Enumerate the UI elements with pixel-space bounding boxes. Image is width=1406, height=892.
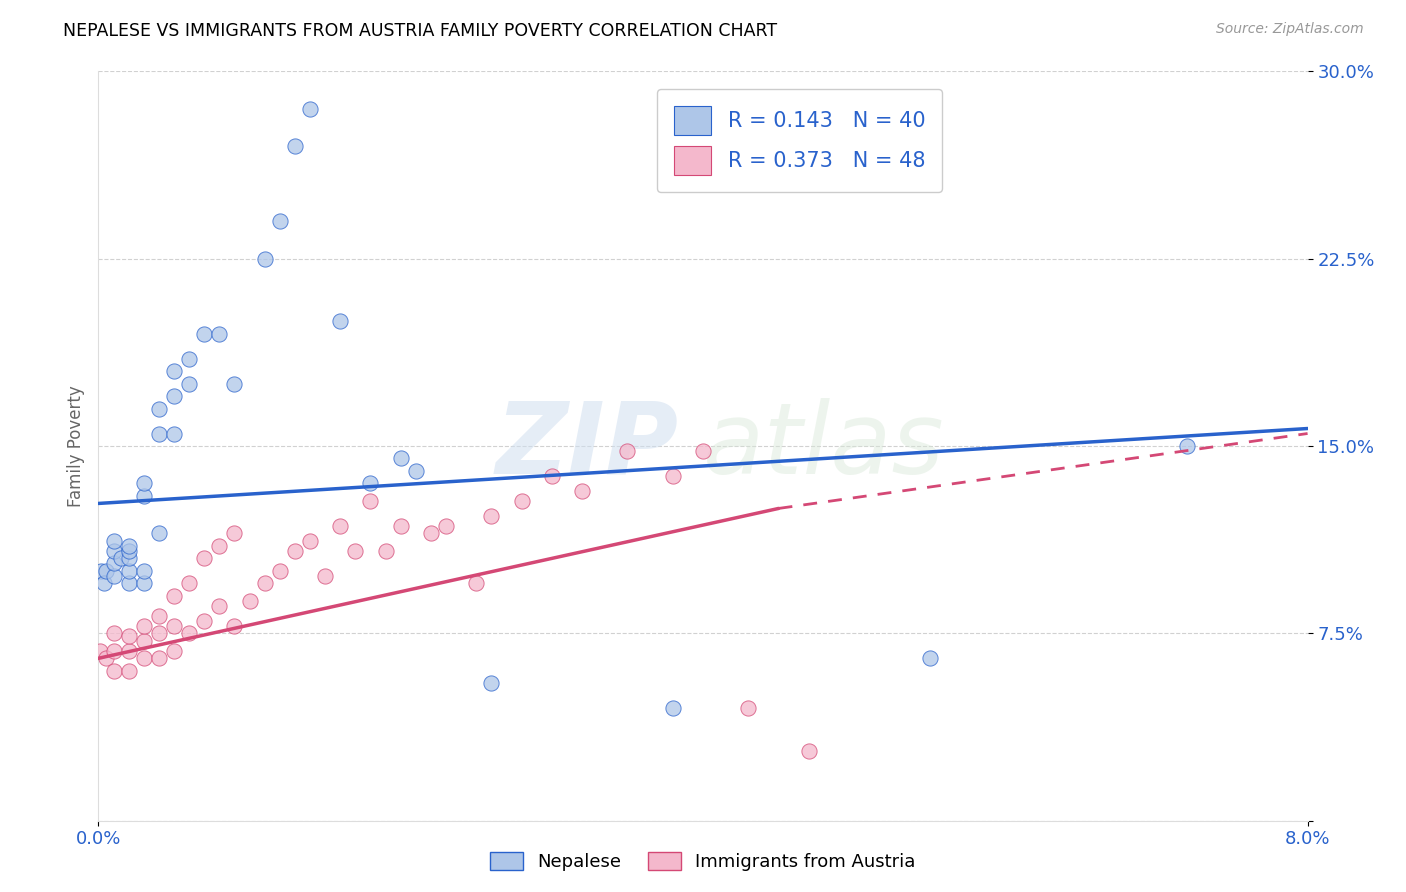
Point: [103, 664, 125, 678]
Point: [179, 626, 201, 640]
Point: [163, 644, 186, 658]
Point: [93, 576, 115, 591]
Point: [118, 544, 141, 558]
Point: [269, 214, 291, 228]
Point: [434, 519, 457, 533]
Point: [103, 544, 125, 558]
Point: [269, 564, 291, 578]
Point: [179, 351, 201, 366]
Point: [118, 576, 141, 591]
Point: [132, 489, 155, 503]
Point: [360, 494, 382, 508]
Point: [89, 644, 111, 658]
Legend: R = 0.143   N = 40, R = 0.373   N = 48: R = 0.143 N = 40, R = 0.373 N = 48: [657, 89, 942, 192]
Point: [163, 589, 186, 603]
Point: [389, 451, 412, 466]
Point: [103, 569, 125, 583]
Point: [148, 401, 170, 416]
Point: [103, 533, 125, 548]
Point: [389, 519, 412, 533]
Point: [571, 483, 593, 498]
Point: [118, 564, 141, 578]
Point: [224, 526, 246, 541]
Point: [179, 376, 201, 391]
Point: [616, 444, 638, 458]
Point: [90, 564, 112, 578]
Point: [314, 569, 336, 583]
Point: [540, 469, 562, 483]
Point: [661, 469, 683, 483]
Point: [344, 544, 367, 558]
Point: [94, 564, 117, 578]
Point: [208, 599, 231, 613]
Point: [118, 644, 141, 658]
Point: [148, 651, 170, 665]
Point: [510, 494, 533, 508]
Point: [94, 651, 117, 665]
Point: [737, 701, 759, 715]
Point: [329, 519, 352, 533]
Point: [284, 544, 307, 558]
Point: [103, 626, 125, 640]
Point: [132, 633, 155, 648]
Point: [420, 526, 443, 541]
Point: [132, 476, 155, 491]
Point: [103, 557, 125, 571]
Point: [193, 614, 215, 628]
Text: Source: ZipAtlas.com: Source: ZipAtlas.com: [1216, 22, 1364, 37]
Point: [374, 544, 396, 558]
Point: [797, 744, 820, 758]
Point: [481, 676, 503, 690]
Point: [299, 102, 322, 116]
Text: atlas: atlas: [703, 398, 945, 494]
Point: [163, 619, 186, 633]
Legend: Nepalese, Immigrants from Austria: Nepalese, Immigrants from Austria: [484, 845, 922, 879]
Point: [284, 139, 307, 153]
Point: [329, 314, 352, 328]
Point: [148, 608, 170, 623]
Point: [253, 252, 276, 266]
Point: [118, 539, 141, 553]
Point: [360, 476, 382, 491]
Point: [132, 651, 155, 665]
Point: [208, 326, 231, 341]
Point: [1175, 439, 1198, 453]
Point: [299, 533, 322, 548]
Point: [148, 626, 170, 640]
Point: [118, 629, 141, 643]
Point: [118, 551, 141, 566]
Point: [193, 551, 215, 566]
Point: [148, 426, 170, 441]
Point: [193, 326, 215, 341]
Point: [253, 576, 276, 591]
Point: [224, 376, 246, 391]
Point: [163, 426, 186, 441]
Point: [103, 644, 125, 658]
Point: [918, 651, 941, 665]
Point: [481, 508, 503, 523]
Point: [208, 539, 231, 553]
Point: [110, 551, 132, 566]
Point: [465, 576, 488, 591]
Point: [163, 389, 186, 403]
Text: NEPALESE VS IMMIGRANTS FROM AUSTRIA FAMILY POVERTY CORRELATION CHART: NEPALESE VS IMMIGRANTS FROM AUSTRIA FAMI…: [63, 22, 778, 40]
Y-axis label: Family Poverty: Family Poverty: [66, 385, 84, 507]
Point: [692, 444, 714, 458]
Text: ZIP: ZIP: [496, 398, 679, 494]
Point: [132, 576, 155, 591]
Point: [224, 619, 246, 633]
Point: [405, 464, 427, 478]
Point: [148, 526, 170, 541]
Point: [239, 594, 262, 608]
Point: [661, 701, 683, 715]
Point: [132, 564, 155, 578]
Point: [118, 664, 141, 678]
Point: [179, 576, 201, 591]
Point: [163, 364, 186, 378]
Point: [132, 619, 155, 633]
